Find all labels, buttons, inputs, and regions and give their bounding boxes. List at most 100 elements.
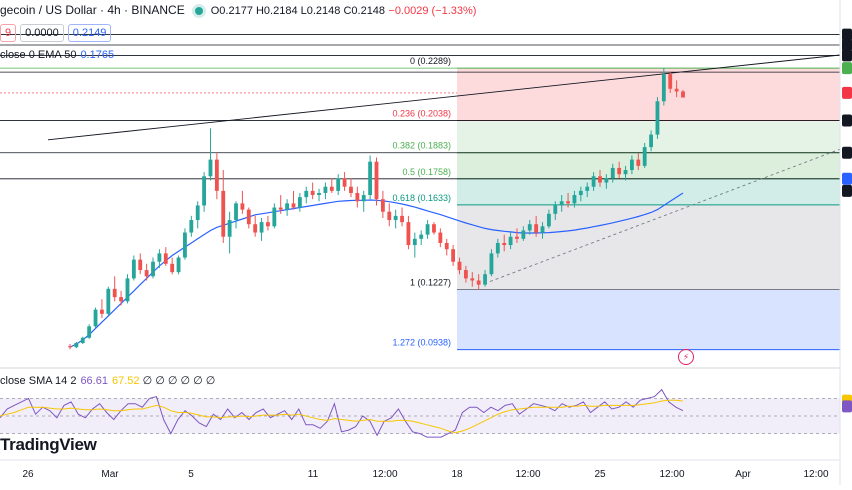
price-scale-marker-6: [842, 146, 852, 159]
candle-body: [444, 242, 449, 250]
candle-body: [125, 278, 130, 302]
candle-body: [297, 197, 302, 208]
market-status-icon: [194, 6, 203, 15]
ohlc-values: O0.2177 H0.2184 L0.2148 C0.2148: [210, 5, 386, 17]
candle-body: [195, 205, 200, 221]
symbol-header: gecoin / US Dollar · 4h · BINANCE O0.2177…: [0, 0, 476, 20]
rsi-ma-line: [0, 399, 684, 434]
candle-body: [534, 224, 539, 233]
price-boxes: 9 0.0000 0.2149: [0, 24, 115, 42]
candle-body: [227, 220, 232, 237]
candle-body: [661, 74, 666, 102]
candle-body: [317, 192, 321, 196]
sell-price-box[interactable]: 9: [0, 24, 17, 42]
x-tick-label: 12:00: [372, 469, 397, 480]
rsi-legend-tail: ∅ ∅ ∅ ∅ ∅ ∅: [142, 375, 216, 387]
price-scale-marker-8: [842, 184, 852, 197]
candle-body: [642, 147, 647, 166]
candle-body: [234, 203, 238, 221]
candle-body: [176, 257, 181, 273]
candle-body: [278, 207, 283, 210]
candle-body: [623, 170, 628, 175]
candle-body: [259, 222, 264, 233]
candle-body: [508, 236, 513, 246]
fib-label-3: 0.5 (0.1758): [402, 167, 451, 177]
candle-body: [374, 161, 379, 200]
candle-body: [246, 209, 251, 225]
price-change: −0.0029 (−1.33%): [388, 5, 477, 17]
candle-body: [598, 176, 602, 183]
price-scale-marker-4: [842, 86, 852, 99]
candle-body: [74, 342, 79, 348]
candle-body: [349, 186, 353, 193]
trendline-lower: [489, 148, 841, 282]
candle-body: [291, 203, 296, 208]
x-tick-label: 12:00: [803, 469, 828, 480]
rsi-legend-value: 66.61: [80, 375, 108, 387]
candle-body: [393, 215, 398, 221]
spread-box: 0.0000: [20, 24, 64, 42]
x-tick-label: Mar: [101, 469, 119, 480]
candle-body: [432, 224, 436, 233]
candle-body: [380, 199, 385, 212]
candle-body: [253, 224, 258, 233]
fib-label-1: 0.236 (0.2038): [392, 108, 451, 118]
tradingview-logo[interactable]: TradingView: [0, 435, 97, 454]
fib-label-4: 0.618 (0.1633): [392, 193, 451, 203]
candle-body: [214, 159, 219, 191]
x-tick-label: 12:00: [659, 469, 684, 480]
buy-price-box[interactable]: 0.2149: [67, 24, 112, 42]
candle-body: [112, 288, 117, 298]
candle-body: [572, 195, 577, 204]
candle-body: [157, 253, 162, 262]
candle-body: [100, 309, 104, 314]
fib-zone-4: [457, 204, 840, 290]
fib-label-0: 0 (0.2289): [410, 56, 451, 66]
candle-body: [527, 224, 532, 231]
symbol-title[interactable]: gecoin / US Dollar · 4h · BINANCE: [0, 3, 185, 17]
x-tick-label: 11: [308, 469, 319, 480]
candle-body: [470, 278, 475, 281]
ema-legend-label: close 0 EMA 50: [0, 49, 77, 61]
rsi-legend[interactable]: close SMA 14 2 66.61 67.52 ∅ ∅ ∅ ∅ ∅ ∅: [0, 374, 215, 388]
trendline-upper: [47, 54, 841, 141]
candle-body: [80, 337, 85, 343]
candle-body: [163, 253, 168, 264]
candle-body: [604, 178, 609, 183]
ema-legend-value: 0.1765: [80, 49, 115, 61]
candle-body: [189, 220, 194, 233]
price-scale-marker-10: [842, 400, 852, 413]
candle-body: [438, 232, 443, 243]
fib-zone-1: [457, 120, 840, 153]
candle-body: [68, 346, 72, 348]
candle-body: [106, 288, 111, 314]
x-tick-label: 18: [451, 469, 463, 480]
candle-body: [419, 234, 424, 239]
candle-body: [93, 309, 98, 327]
candle-body: [400, 215, 404, 223]
fib-zone-0: [457, 68, 840, 121]
candle-body: [668, 74, 673, 89]
lightning-icon[interactable]: ⚡: [678, 349, 694, 365]
candle-body: [119, 297, 123, 302]
candle-body: [515, 236, 519, 239]
candle-body: [425, 224, 430, 235]
candle-body: [368, 161, 373, 196]
candle-body: [221, 190, 226, 237]
candle-body: [208, 159, 213, 177]
ema-legend[interactable]: close 0 EMA 50 0.1765: [0, 47, 114, 63]
candle-body: [559, 201, 564, 206]
candle-body: [266, 222, 270, 227]
candle-body: [144, 270, 149, 277]
candle-body: [387, 211, 392, 221]
fib-label-2: 0.382 (0.1883): [392, 141, 451, 151]
x-tick-label: 12:00: [515, 469, 540, 480]
candle-body: [540, 226, 545, 233]
x-tick-label: 5: [188, 469, 194, 480]
candle-body: [272, 207, 277, 227]
candle-body: [329, 186, 334, 191]
candle-body: [202, 176, 207, 206]
candle-body: [655, 101, 660, 135]
